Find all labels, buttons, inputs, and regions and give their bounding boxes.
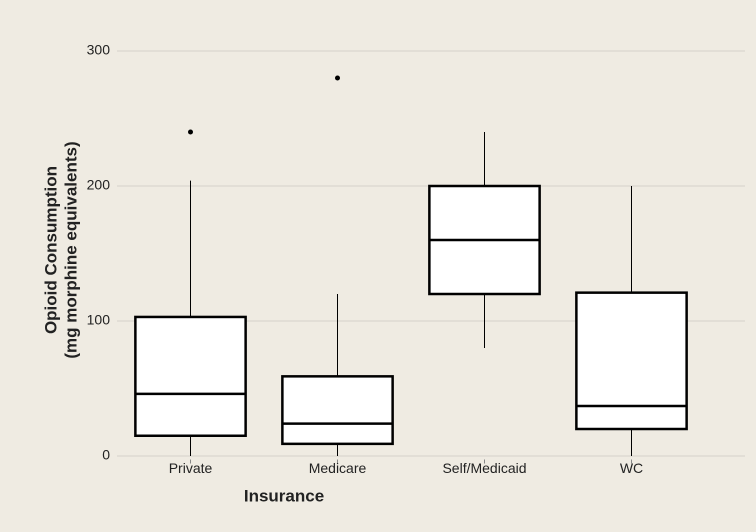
x-tick-label: Medicare bbox=[309, 460, 367, 476]
x-tick-label: WC bbox=[620, 460, 643, 476]
y-tick-label: 100 bbox=[87, 312, 111, 328]
y-axis-label: (mg morphine equivalents) bbox=[61, 141, 80, 358]
box bbox=[134, 315, 247, 438]
y-axis-label: Opioid Consumption bbox=[41, 166, 60, 334]
y-tick-label: 0 bbox=[102, 447, 110, 463]
box bbox=[281, 375, 394, 446]
box bbox=[575, 291, 688, 431]
x-axis-label: Insurance bbox=[244, 486, 324, 505]
outlier bbox=[335, 75, 340, 81]
y-tick-label: 300 bbox=[87, 42, 111, 58]
x-tick-label: Self/Medicaid bbox=[442, 460, 526, 476]
y-tick-label: 200 bbox=[87, 177, 111, 193]
outlier bbox=[188, 129, 193, 135]
x-tick-label: Private bbox=[169, 460, 213, 476]
